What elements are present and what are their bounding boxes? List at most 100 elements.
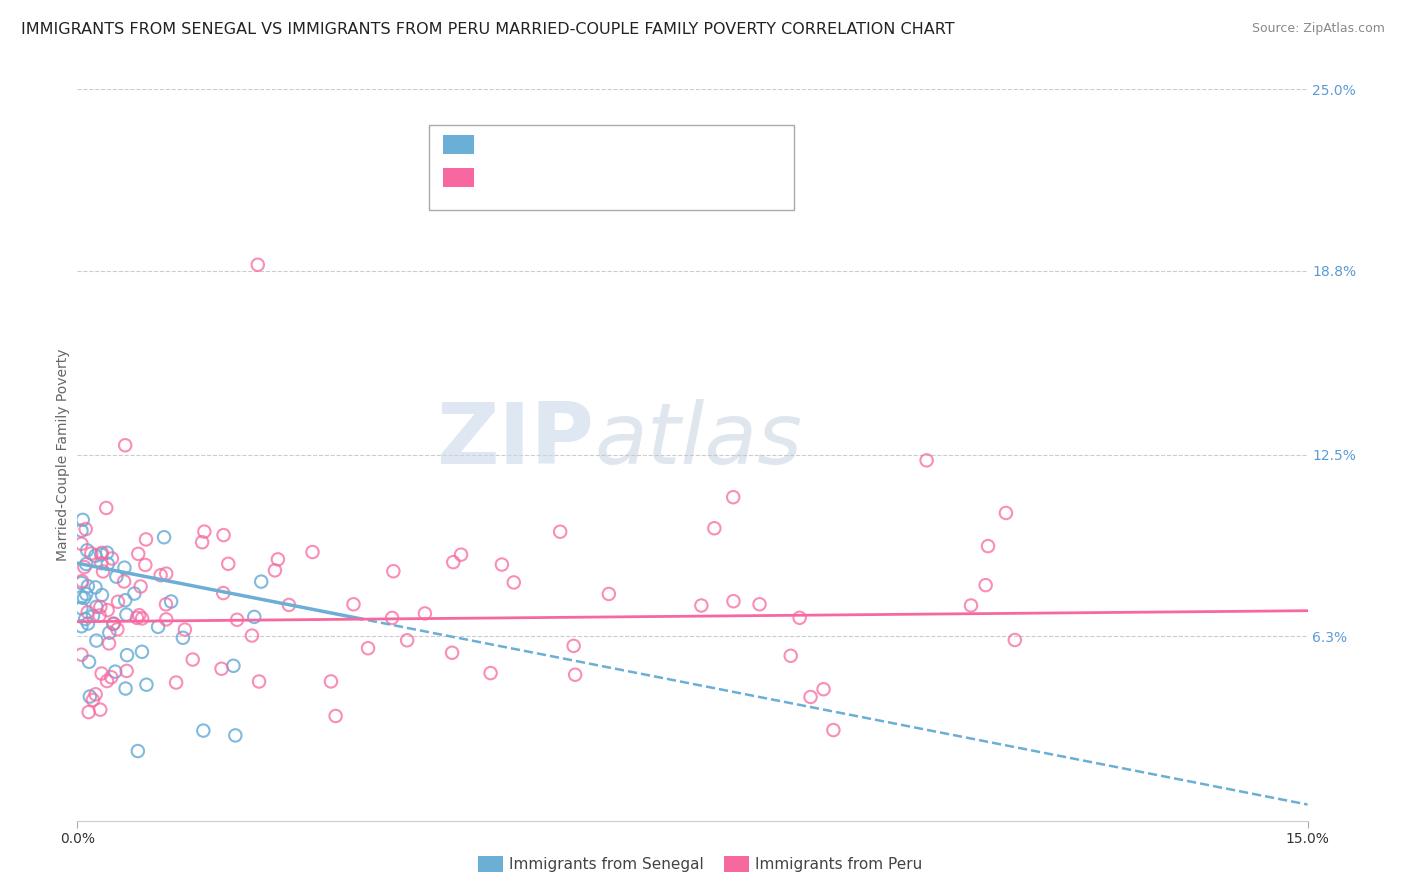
Point: [319, 674, 342, 689]
Point: [155, 566, 177, 581]
Point: [193, 723, 215, 738]
Point: [548, 524, 571, 539]
Y-axis label: Married-Couple Family Poverty: Married-Couple Family Poverty: [56, 349, 70, 561]
Point: [823, 723, 845, 737]
Point: [90, 556, 112, 570]
Point: [450, 548, 472, 562]
Point: [70, 524, 93, 538]
Point: [960, 599, 983, 613]
Point: [153, 530, 176, 544]
Point: [80, 547, 103, 561]
Point: [301, 545, 323, 559]
Point: [70, 537, 93, 551]
Point: [160, 594, 183, 608]
Point: [264, 563, 287, 577]
Point: [134, 558, 156, 572]
Point: [70, 601, 93, 615]
Text: ZIP: ZIP: [436, 399, 595, 482]
Point: [1004, 632, 1026, 647]
Point: [112, 574, 135, 589]
Text: N = 91: N = 91: [581, 169, 638, 186]
Point: [342, 597, 364, 611]
Point: [382, 564, 405, 578]
Point: [76, 605, 98, 619]
Text: 0.014: 0.014: [517, 169, 569, 186]
Point: [75, 612, 97, 626]
Point: [70, 619, 93, 633]
Point: [107, 595, 129, 609]
Text: Immigrants from Senegal: Immigrants from Senegal: [509, 857, 704, 871]
Point: [915, 453, 938, 467]
Point: [84, 549, 107, 563]
Point: [135, 678, 157, 692]
Point: [155, 598, 177, 612]
Point: [381, 611, 404, 625]
Point: [98, 625, 121, 640]
Point: [977, 539, 1000, 553]
Point: [96, 500, 118, 515]
Point: [72, 513, 94, 527]
Point: [125, 611, 148, 625]
Text: -0.109: -0.109: [517, 135, 571, 153]
Text: N = 46: N = 46: [581, 135, 638, 153]
Point: [131, 611, 153, 625]
Point: [114, 593, 136, 607]
Point: [86, 599, 108, 614]
Point: [84, 687, 107, 701]
Point: [105, 623, 128, 637]
Point: [413, 607, 436, 621]
Point: [357, 641, 380, 656]
Point: [76, 579, 98, 593]
Text: R =: R =: [482, 169, 519, 186]
Point: [502, 575, 524, 590]
Point: [70, 590, 93, 604]
Point: [73, 560, 96, 574]
Point: [82, 608, 104, 623]
Point: [224, 728, 246, 742]
Point: [243, 610, 266, 624]
Point: [75, 587, 97, 601]
Point: [598, 587, 620, 601]
Point: [77, 616, 100, 631]
Point: [247, 674, 270, 689]
Point: [165, 675, 187, 690]
Point: [564, 667, 586, 681]
Point: [789, 611, 811, 625]
Point: [70, 574, 93, 588]
Point: [799, 690, 821, 704]
Point: [73, 591, 96, 605]
Point: [222, 658, 245, 673]
Point: [76, 543, 98, 558]
Point: [131, 645, 153, 659]
Point: [100, 670, 122, 684]
Text: IMMIGRANTS FROM SENEGAL VS IMMIGRANTS FROM PERU MARRIED-COUPLE FAMILY POVERTY CO: IMMIGRANTS FROM SENEGAL VS IMMIGRANTS FR…: [21, 22, 955, 37]
Point: [193, 524, 215, 539]
Point: [82, 693, 104, 707]
Point: [748, 597, 770, 611]
Point: [104, 665, 127, 679]
Point: [491, 558, 513, 572]
Point: [779, 648, 801, 663]
Point: [97, 557, 120, 571]
Point: [212, 528, 235, 542]
Point: [149, 568, 172, 582]
Point: [89, 703, 111, 717]
Point: [89, 608, 111, 623]
Point: [277, 598, 299, 612]
Point: [325, 709, 347, 723]
Point: [181, 652, 204, 666]
Point: [90, 666, 112, 681]
Point: [90, 546, 112, 560]
Point: [103, 617, 125, 632]
Point: [114, 438, 136, 452]
Point: [211, 662, 233, 676]
Point: [75, 522, 97, 536]
Point: [103, 616, 125, 631]
Point: [90, 548, 112, 562]
Text: atlas: atlas: [595, 399, 801, 482]
Point: [813, 682, 835, 697]
Point: [75, 557, 97, 571]
Point: [128, 608, 150, 623]
Point: [240, 629, 263, 643]
Point: [115, 607, 138, 622]
